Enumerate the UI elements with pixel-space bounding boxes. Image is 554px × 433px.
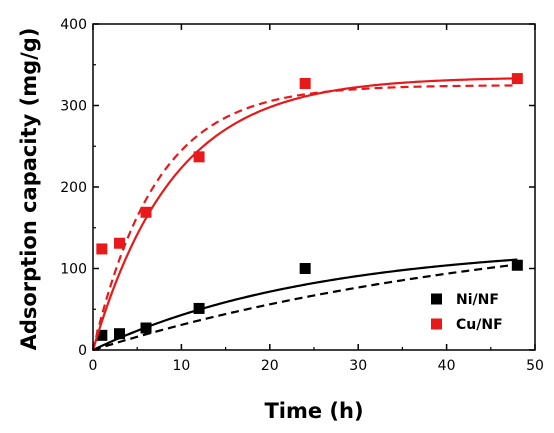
data-point (96, 243, 108, 255)
legend-label: Cu/NF (456, 317, 503, 333)
data-point (114, 237, 126, 249)
data-point (140, 206, 152, 218)
legend-marker (431, 318, 442, 330)
data-point (193, 151, 205, 163)
x-tick-label: 10 (172, 358, 190, 374)
fit-curve-solid (92, 258, 518, 351)
x-tick-label: 40 (438, 358, 456, 374)
data-point (511, 73, 523, 85)
legend-marker (431, 293, 442, 305)
data-point (299, 77, 311, 89)
y-tick-label: 100 (60, 262, 87, 278)
fit-curve-dashed (92, 263, 518, 352)
fit-curve-dashed (91, 84, 518, 351)
x-tick-label: 0 (89, 358, 98, 374)
data-point (193, 302, 205, 314)
data-point (511, 259, 523, 271)
x-tick-label: 20 (261, 358, 279, 374)
x-tick-label: 50 (526, 358, 544, 374)
y-tick-label: 300 (60, 99, 87, 115)
y-axis-title: Adsorption capacity (mg/g) (17, 28, 41, 351)
axes: 0 10 20 30 40 50 0 100 200 300 400 (60, 17, 544, 374)
data-point (96, 329, 108, 341)
data-point (114, 328, 126, 340)
data-point (140, 322, 152, 334)
x-axis-title: Time (h) (264, 399, 363, 423)
fit-curve-solid (91, 77, 518, 351)
x-tick-label: 30 (349, 358, 367, 374)
y-tick-label: 200 (60, 180, 87, 196)
y-tick-label: 400 (60, 17, 87, 33)
legend: Ni/NF Cu/NF (431, 292, 503, 333)
plot-area (91, 73, 523, 352)
legend-label: Ni/NF (456, 292, 499, 308)
y-tick-label: 0 (78, 343, 87, 359)
data-point (299, 263, 311, 274)
